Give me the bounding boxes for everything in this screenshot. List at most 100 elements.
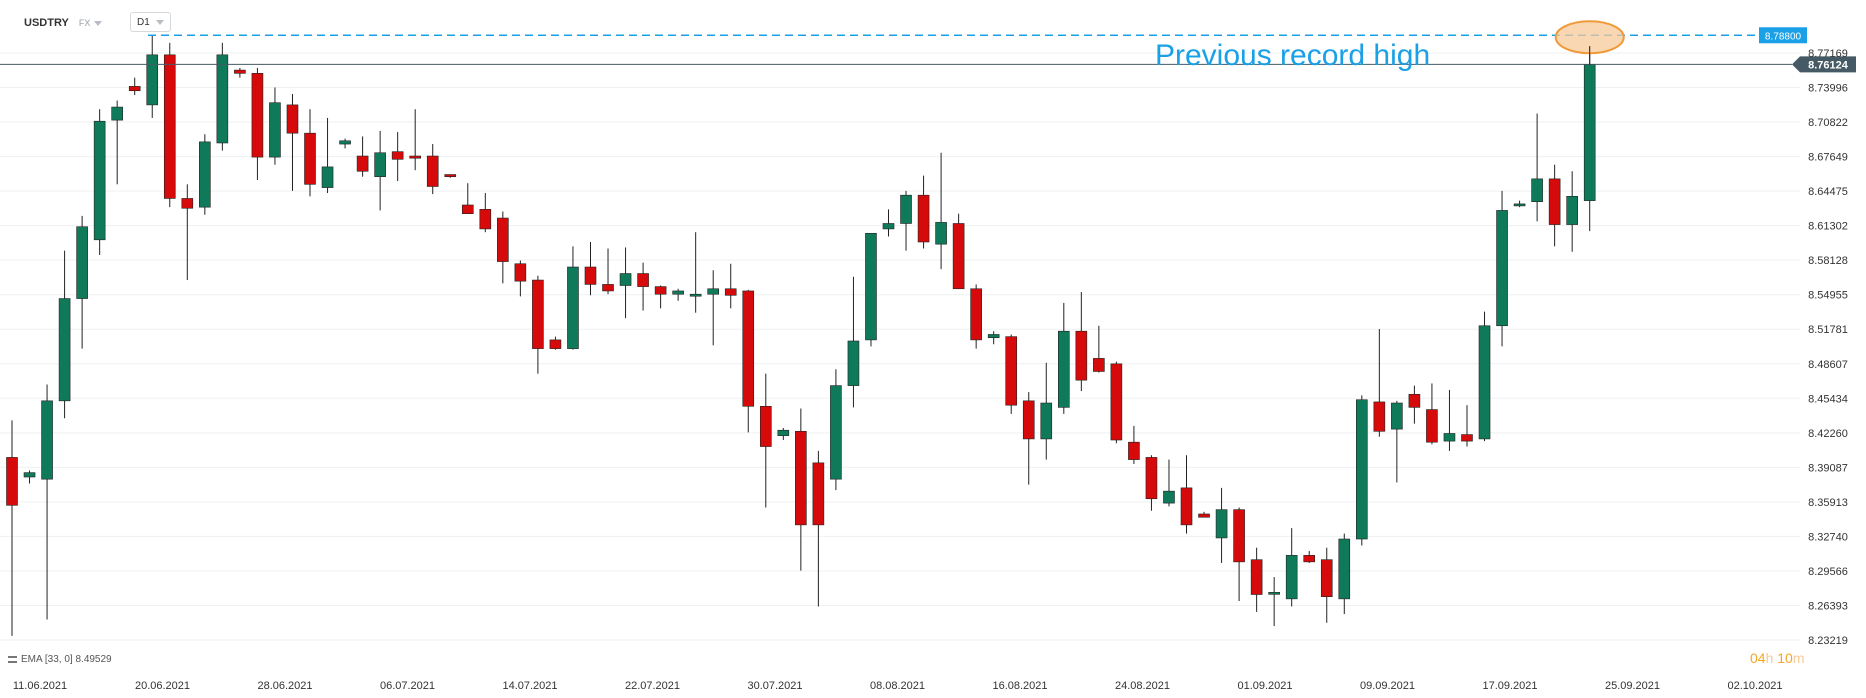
x-tick-label: 24.08.2021 (1115, 680, 1170, 692)
candle-body-down (1110, 363, 1123, 441)
candle-countdown: 04h 10m (1750, 650, 1805, 666)
candle-body-down (602, 284, 614, 292)
x-tick-label: 11.06.2021 (13, 680, 67, 692)
candle-body-down (759, 405, 772, 447)
market-label: FX (78, 18, 91, 28)
x-tick-label: 02.10.2021 (1727, 680, 1782, 692)
candle-body-up (1040, 402, 1053, 440)
candle-body-down (970, 288, 982, 341)
y-tick-label: 8.23219 (1808, 635, 1848, 647)
candle-body-up (216, 54, 229, 144)
candle-body-down (251, 73, 264, 158)
x-tick-label: 14.07.2021 (502, 680, 557, 692)
timeframe-selector[interactable]: D1 (130, 12, 171, 32)
candle-body-down (1303, 555, 1316, 563)
candle-body-down (6, 457, 18, 506)
candle-body-down (356, 155, 369, 172)
candle-body-up (619, 273, 632, 286)
candle-body-up (76, 226, 88, 299)
candle-body-up (672, 290, 684, 295)
symbol-header: USDTRY FX (24, 14, 103, 32)
x-tick-label: 16.08.2021 (992, 680, 1047, 692)
candle-body-down (1233, 509, 1245, 563)
market-selector[interactable]: FX (79, 18, 103, 28)
candle-body-up (1338, 538, 1351, 600)
price-axis[interactable]: 8.77169 8.73996 8.70822 8.67649 8.64475 8.613… (1808, 48, 1848, 647)
candle-body-up (882, 223, 895, 230)
candle-body-down (1548, 178, 1561, 225)
candle-body-down (1128, 441, 1140, 460)
candle-body-down (1022, 400, 1035, 440)
candle-body-down (742, 290, 755, 407)
candle-body-down (426, 155, 439, 187)
candle-body-up (1583, 64, 1596, 201)
x-tick-label: 25.09.2021 (1605, 680, 1660, 692)
candle-body-down (444, 174, 457, 177)
candle-body-down (304, 132, 316, 185)
candle-body-up (777, 429, 790, 436)
candle-body-down (234, 69, 246, 74)
y-tick-label: 8.70822 (1808, 117, 1848, 129)
candle-body-up (900, 194, 912, 224)
candle-body-down (1320, 559, 1333, 597)
record-high-tag (1759, 27, 1807, 44)
candle-body-up (1391, 402, 1403, 430)
annotation-layer: 8.76124 8.78800 Previous record high (0, 20, 1856, 73)
candle-body-up (1163, 490, 1175, 504)
candle-body-up (23, 472, 36, 478)
countdown-minutes: 10 (1777, 650, 1793, 666)
price-grid (0, 52, 1800, 641)
candle-body-down (1461, 434, 1473, 442)
x-tick-label: 08.08.2021 (870, 680, 925, 692)
candle-body-up (146, 54, 159, 106)
y-tick-label: 8.45434 (1808, 393, 1848, 405)
timeframe-label: D1 (137, 16, 150, 28)
candle-body-down (286, 104, 299, 134)
symbol-label[interactable]: USDTRY (24, 17, 69, 29)
candle-body-up (1566, 195, 1578, 225)
time-axis[interactable]: 11.06.2021 20.06.2021 28.06.2021 06.07.2021… (13, 680, 1783, 692)
candle-body-up (865, 232, 877, 341)
y-tick-label: 8.61302 (1808, 221, 1848, 233)
candle-body-up (1496, 210, 1508, 327)
candle-body-up (1531, 178, 1543, 203)
y-tick-label: 8.77169 (1808, 48, 1848, 60)
candle-body-down (391, 151, 404, 160)
y-tick-label: 8.54955 (1808, 290, 1848, 302)
candle-body-down (514, 263, 527, 282)
candle-body-down (584, 266, 597, 285)
candle-body-up (1058, 330, 1070, 408)
candle-body-up (935, 222, 947, 245)
countdown-hours-unit: h (1765, 650, 1774, 666)
y-tick-label: 8.32740 (1808, 531, 1848, 543)
y-tick-label: 8.73996 (1808, 83, 1848, 95)
x-tick-label: 17.09.2021 (1482, 680, 1537, 692)
current-price-tag (1792, 56, 1856, 73)
candle-body-up (374, 152, 386, 177)
y-tick-label: 8.42260 (1808, 428, 1848, 440)
candle-body-up (199, 141, 211, 208)
chevron-down-icon (94, 20, 103, 26)
candle-body-up (1215, 509, 1228, 539)
candle-body-down (1005, 336, 1018, 406)
candle-body-down (497, 217, 509, 262)
candle-body-down (952, 223, 965, 290)
candle-body-up (1513, 203, 1526, 207)
candle-body-down (637, 273, 649, 287)
candle-body-up (93, 120, 106, 241)
x-tick-label: 22.07.2021 (625, 680, 680, 692)
candle-body-up (111, 106, 123, 121)
candle-body-down (461, 204, 474, 214)
countdown-minutes-unit: m (1792, 650, 1805, 666)
y-tick-label: 8.67649 (1808, 152, 1848, 164)
candle-body-down (917, 194, 930, 243)
indicator-legend[interactable]: EMA [33, 0] 8.49529 (8, 654, 112, 665)
candle-body-up (689, 293, 702, 297)
y-tick-label: 8.35913 (1808, 497, 1848, 509)
candle-body-down (654, 286, 667, 295)
candle-body-up (707, 288, 720, 295)
candle-body-down (479, 209, 492, 230)
candle-body-up (269, 102, 281, 158)
y-tick-label: 8.39087 (1808, 462, 1848, 474)
